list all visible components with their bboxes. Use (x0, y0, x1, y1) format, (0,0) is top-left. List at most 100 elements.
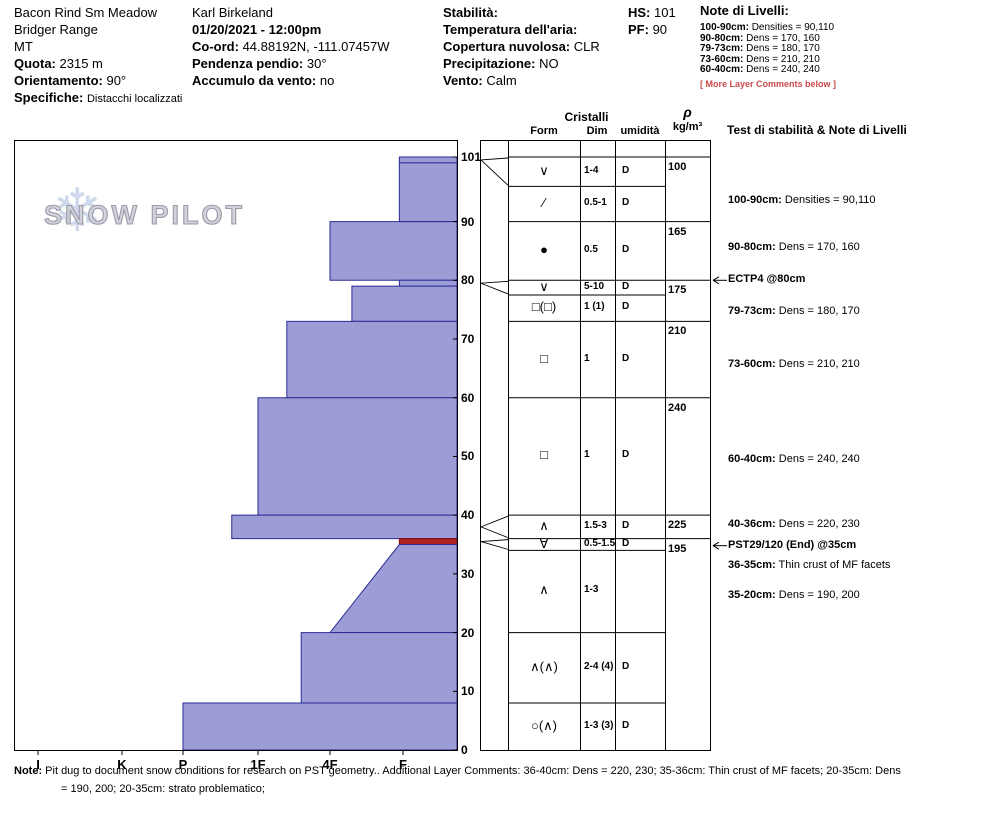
stability-note-label: ECTP4 @80cm (728, 273, 806, 286)
density-value: 240 (668, 401, 687, 414)
depth-axis-label: 80 (461, 273, 475, 288)
crystal-dim-value: 1.5-3 (584, 519, 607, 531)
total-line: HS: 101 (628, 5, 676, 20)
stability-note-label: 40-36cm: (728, 518, 776, 531)
chart-frame (14, 140, 458, 751)
footer-note: Note: Pit dug to document snow condition… (14, 762, 909, 798)
stability-note-label: 60-40cm: (728, 452, 776, 465)
crystal-dim-value: 2-4 (4) (584, 660, 614, 672)
density-unit: kg/m³ (672, 121, 703, 133)
coordinates-value: 44.88192N, -111.07457W (242, 39, 390, 54)
snow-layer-bar (231, 514, 458, 540)
crystal-moisture-value: D (622, 196, 630, 208)
slope-angle-value: 30° (306, 56, 327, 71)
total-line: PF: 90 (628, 22, 668, 37)
depth-axis-label: 101 (461, 150, 482, 164)
stability-note-label: 35-20cm: (728, 589, 776, 602)
depth-axis-label: 60 (461, 390, 475, 405)
crystal-form-symbol: □(□) (531, 299, 557, 315)
crystal-form-symbol: ∨ (539, 162, 549, 178)
snow-layer-bar (257, 397, 458, 516)
condition-line: Precipitazione: NO (443, 56, 559, 71)
crystal-form-symbol: ∨ (539, 278, 549, 294)
fork-line (480, 280, 509, 284)
crystal-moisture-value: D (622, 449, 630, 461)
coordinates-label: Co-ord: (192, 39, 239, 54)
stability-note-label: 36-35cm: (728, 559, 776, 572)
stability-note-label: 100-90cm: (728, 194, 782, 207)
stability-note-label: PST29/120 (End) @35cm (728, 538, 857, 551)
fork-line (480, 539, 509, 543)
density-value: 100 (668, 161, 687, 173)
left-arrow-icon (712, 276, 720, 281)
crystal-table-frame (480, 140, 711, 751)
crystal-dim-value: 0.5-1 (584, 196, 607, 208)
crystal-dim-value: 1-3 (3) (584, 719, 614, 731)
crystal-form-symbol: ∕ (542, 194, 546, 210)
crystal-dim-value: 1-4 (584, 164, 599, 176)
stability-note: 79-73cm: Dens = 180, 170 (728, 305, 860, 317)
crystal-form-symbol: □ (540, 350, 548, 366)
site-state: MT (14, 39, 33, 54)
wind-loading: Accumulo da vento: no (192, 72, 390, 89)
density-value: 195 (668, 542, 687, 555)
snowpilot-logo: SNOW PILOT (43, 199, 245, 230)
crystal-dim-value: 1 (1) (584, 301, 605, 313)
crystal-moisture-value: D (622, 164, 630, 176)
level-notes-block: Note di Livelli: 100-90cm: Densities = 9… (700, 3, 836, 89)
conditions-block: Stabilità: Temperatura dell'aria: Copertur… (443, 4, 600, 89)
slope-angle-label: Pendenza pendio: (192, 56, 304, 71)
snow-layer-bar (182, 702, 458, 751)
depth-axis-label: 10 (461, 684, 475, 699)
hardness-axis-label: K (117, 757, 127, 772)
totals-block: HS: 101 PF: 90 (628, 4, 676, 38)
stability-note: 35-20cm: Dens = 190, 200 (728, 589, 860, 602)
hardness-axis-label: 4F (322, 757, 338, 772)
snow-layer-bar (398, 156, 458, 164)
crust-layer-bar (398, 538, 458, 546)
condition-line: Temperatura dell'aria: (443, 22, 578, 37)
condition-line: Vento: Calm (443, 73, 517, 88)
crystal-form-symbol: □ (540, 447, 548, 463)
stability-note: 36-35cm: Thin crust of MF facets (728, 559, 891, 572)
snowflake-icon: ❄ (52, 177, 103, 244)
snow-layer-bar (398, 162, 458, 223)
site-elevation: Quota: 2315 m (14, 55, 182, 72)
left-arrow-icon (712, 279, 720, 285)
coordinates: Co-ord: 44.88192N, -111.07457W (192, 38, 390, 55)
site-name: Bacon Rind Sm Meadow (14, 5, 158, 20)
site-aspect-value: 90° (106, 73, 127, 88)
density-value: 225 (668, 519, 687, 532)
stability-note: 73-60cm: Dens = 210, 210 (728, 357, 860, 370)
site-aspect: Orientamento: 90° (14, 72, 182, 89)
depth-axis-label: 20 (461, 625, 475, 640)
crystal-moisture-value: D (622, 243, 630, 255)
level-notes-title: Note di Livelli: (700, 3, 789, 18)
density-value: 210 (668, 325, 687, 338)
crystal-form-symbol: ∀ (539, 535, 549, 551)
stability-note: PST29/120 (End) @35cm (728, 539, 856, 551)
level-note-item: 73-60cm: Dens = 210, 210 (700, 53, 820, 65)
crystal-form-symbol: ∧(∧) (530, 658, 558, 674)
site-notes-label: Specifiche: (14, 90, 84, 105)
crystal-dim-value: 5-10 (584, 280, 605, 292)
crystals-title: Cristalli (564, 110, 609, 124)
stability-note-label: 73-60cm: (728, 357, 776, 370)
crystal-form-symbol: ∧ (539, 582, 549, 598)
fork-line (480, 157, 509, 161)
observation-datetime: 01/20/2021 - 12:00pm (192, 22, 322, 37)
column-header-moisture: umidità (620, 125, 660, 137)
hardness-axis-label: F (399, 757, 407, 772)
crystal-moisture-value: D (622, 660, 630, 672)
snow-layer-bar (398, 279, 458, 287)
site-aspect-label: Orientamento: (14, 73, 103, 88)
crystal-dim-value: 1-3 (584, 584, 599, 596)
snow-layer-bar (300, 632, 458, 704)
footer-note-label: Note: (14, 765, 43, 777)
depth-axis-label: 50 (461, 449, 475, 464)
footer-note-text: Note: Pit dug to document snow condition… (14, 762, 909, 798)
left-arrow-icon (712, 541, 720, 547)
observer-info-block: Karl Birkeland 01/20/2021 - 12:00pm Co-o… (192, 4, 390, 89)
